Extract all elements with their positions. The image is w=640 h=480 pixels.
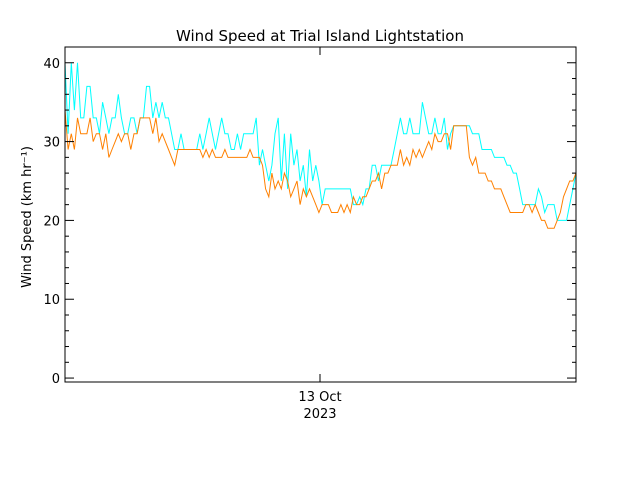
series-layer [64, 62, 577, 229]
x-axis-year-label: 2023 [303, 407, 336, 422]
chart-title: Wind Speed at Trial Island Lightstation [176, 27, 464, 45]
series-line-1 [64, 62, 577, 221]
y-tick-label: 0 [52, 372, 60, 387]
y-tick-label: 10 [43, 293, 60, 308]
x-axis-date-label: 13 Oct [298, 390, 341, 405]
series-line-2 [64, 110, 577, 229]
y-tick-label: 40 [43, 57, 60, 72]
y-tick-label: 30 [43, 136, 60, 151]
y-axis-label: Wind Speed (km hr⁻¹) [20, 146, 35, 288]
y-tick-label: 20 [43, 214, 60, 229]
axis-layer: 0 10 20 30 40 [43, 47, 576, 387]
